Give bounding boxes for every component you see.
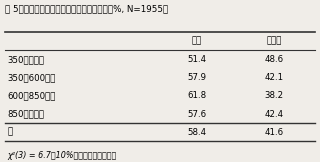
Text: 57.6: 57.6 <box>187 110 206 119</box>
Text: 57.9: 57.9 <box>187 73 206 82</box>
Text: χ²(3) = 6.7　10%水準で統計的に有意: χ²(3) = 6.7 10%水準で統計的に有意 <box>8 151 117 160</box>
Text: 加入: 加入 <box>191 36 202 45</box>
Text: 850万円以上: 850万円以上 <box>8 110 45 119</box>
Text: 48.6: 48.6 <box>265 55 284 64</box>
Text: 61.8: 61.8 <box>187 91 206 100</box>
Text: 58.4: 58.4 <box>187 128 206 137</box>
Text: 表 5　世帯収入別の子ども保険への加入率（%, N=1955）: 表 5 世帯収入別の子ども保険への加入率（%, N=1955） <box>4 5 168 13</box>
Text: 42.4: 42.4 <box>265 110 284 119</box>
Text: 600〜850万円: 600〜850万円 <box>8 91 56 100</box>
Text: 38.2: 38.2 <box>265 91 284 100</box>
Text: 計: 計 <box>8 128 13 137</box>
Text: 41.6: 41.6 <box>265 128 284 137</box>
Text: 42.1: 42.1 <box>265 73 284 82</box>
Text: 51.4: 51.4 <box>187 55 206 64</box>
Text: 非加入: 非加入 <box>267 36 282 45</box>
Text: 350万円未満: 350万円未満 <box>8 55 45 64</box>
Text: 350〜600万円: 350〜600万円 <box>8 73 56 82</box>
